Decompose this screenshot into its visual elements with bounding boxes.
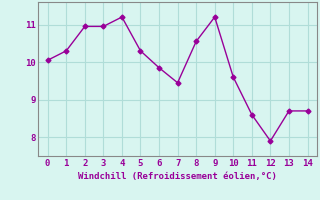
X-axis label: Windchill (Refroidissement éolien,°C): Windchill (Refroidissement éolien,°C) [78,172,277,181]
